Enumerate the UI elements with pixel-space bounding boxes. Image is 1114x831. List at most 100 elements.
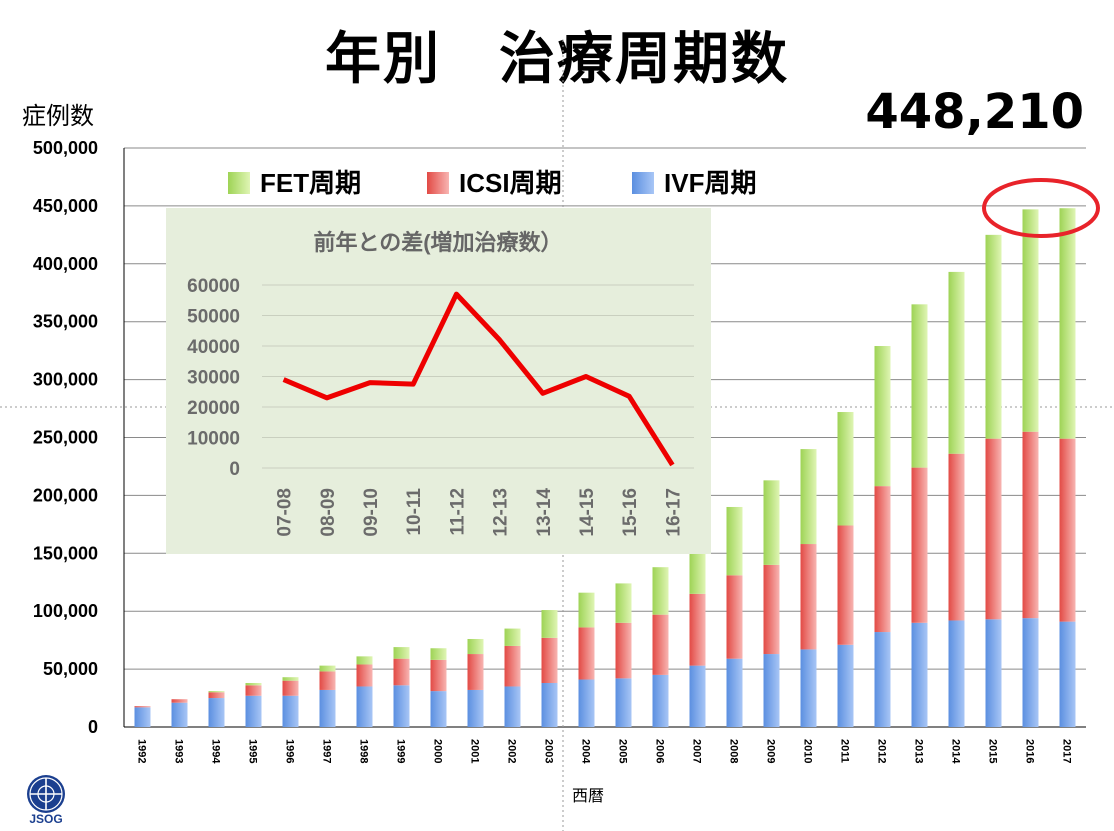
bar-ivf	[208, 698, 225, 727]
inset-x-tick-label: 07-08	[275, 488, 296, 537]
bar-fet	[208, 691, 225, 693]
x-tick-label: 1994	[210, 739, 222, 764]
bar-ivf	[282, 695, 299, 727]
inset-x-tick-label: 16-17	[663, 488, 684, 537]
bar-icsi	[615, 622, 632, 679]
bar-icsi	[948, 453, 965, 621]
bar-icsi	[874, 486, 891, 633]
x-tick-label: 2012	[876, 739, 888, 763]
x-tick-label: 2011	[839, 739, 851, 763]
y-tick-label: 0	[88, 717, 98, 737]
bar-fet	[837, 412, 854, 526]
bar-fet	[1022, 209, 1039, 432]
bar-fet	[578, 592, 595, 628]
inset-y-tick-label: 20000	[187, 398, 240, 419]
bar-icsi	[800, 544, 817, 650]
x-tick-label: 2005	[617, 739, 629, 763]
bar-ivf	[171, 702, 188, 727]
y-tick-label: 500,000	[33, 138, 98, 158]
legend-swatch	[427, 172, 449, 194]
y-tick-label: 350,000	[33, 312, 98, 332]
bar-icsi	[578, 627, 595, 680]
inset-y-tick-label: 60000	[187, 276, 240, 297]
x-axis-label: 西暦	[572, 786, 605, 805]
y-axis-label: 症例数	[22, 102, 94, 130]
legend-swatch	[632, 172, 654, 194]
x-tick-label: 1993	[173, 739, 185, 763]
bar-ivf	[763, 654, 780, 727]
bar-fet	[726, 506, 743, 576]
bar-icsi	[541, 637, 558, 683]
bar-ivf	[948, 620, 965, 727]
bar-icsi	[985, 438, 1002, 620]
bar-fet	[800, 449, 817, 545]
bar-fet	[282, 677, 299, 681]
inset-x-tick-label: 13-14	[534, 488, 555, 537]
highlight-circle	[982, 178, 1100, 238]
bar-ivf	[245, 695, 262, 727]
inset-title: 前年との差(増加治療数）	[313, 230, 562, 255]
bar-icsi	[911, 467, 928, 623]
x-tick-label: 2001	[469, 739, 481, 763]
inset-y-tick-label: 10000	[187, 429, 240, 450]
inset-x-tick-label: 12-13	[491, 488, 512, 537]
x-tick-label: 2017	[1061, 739, 1073, 763]
bar-ivf	[985, 619, 1002, 727]
bar-icsi	[504, 645, 521, 687]
x-tick-label: 2014	[950, 739, 962, 764]
x-tick-label: 2008	[728, 739, 740, 763]
inset-x-tick-label: 15-16	[620, 488, 641, 537]
x-tick-label: 2004	[580, 739, 592, 764]
y-tick-label: 250,000	[33, 428, 98, 448]
y-tick-label: 300,000	[33, 370, 98, 390]
bar-icsi	[208, 692, 225, 699]
x-tick-label: 2002	[506, 739, 518, 763]
x-tick-label: 1995	[247, 739, 259, 763]
bar-fet	[1059, 208, 1076, 439]
bar-ivf	[319, 689, 336, 727]
x-tick-label: 2013	[913, 739, 925, 763]
bar-icsi	[282, 680, 299, 696]
chart-title: 年別 治療周期数	[325, 27, 789, 92]
bar-fet	[245, 682, 262, 686]
bar-fet	[911, 304, 928, 468]
x-tick-label: 2010	[802, 739, 814, 763]
bar-ivf	[1022, 618, 1039, 727]
bar-icsi	[134, 706, 151, 708]
bar-icsi	[1059, 438, 1076, 622]
x-tick-label: 1996	[284, 739, 296, 763]
inset-x-tick-label: 08-09	[318, 488, 339, 537]
x-tick-label: 1992	[136, 739, 148, 763]
y-tick-label: 50,000	[43, 659, 98, 679]
x-tick-label: 2009	[765, 739, 777, 763]
total-cycles-label: 448,210	[865, 84, 1084, 140]
legend-label: IVF周期	[664, 168, 756, 198]
bar-ivf	[726, 658, 743, 727]
bar-icsi	[1022, 431, 1039, 619]
x-tick-label: 2007	[691, 739, 703, 763]
inset-x-tick-label: 10-11	[404, 488, 425, 536]
bar-ivf	[874, 632, 891, 727]
bar-icsi	[393, 658, 410, 686]
inset-y-tick-label: 50000	[187, 307, 240, 328]
y-tick-label: 200,000	[33, 485, 98, 505]
bar-fet	[356, 656, 373, 665]
bar-ivf	[1059, 621, 1076, 727]
bar-fet	[393, 647, 410, 659]
inset-y-tick-label: 0	[229, 459, 240, 480]
inset-x-tick-label: 09-10	[361, 488, 382, 537]
bar-icsi	[171, 699, 188, 703]
bar-ivf	[393, 685, 410, 727]
y-tick-label: 400,000	[33, 254, 98, 274]
x-tick-label: 2000	[432, 739, 444, 763]
legend-label: ICSI周期	[459, 168, 562, 198]
bar-ivf	[134, 707, 151, 727]
x-tick-label: 2003	[543, 739, 555, 763]
inset-y-tick-label: 40000	[187, 337, 240, 358]
bar-icsi	[689, 593, 706, 666]
bar-ivf	[911, 622, 928, 727]
jsog-logo-icon	[27, 775, 65, 813]
bar-icsi	[245, 685, 262, 696]
inset-x-tick-label: 11-12	[447, 488, 468, 536]
